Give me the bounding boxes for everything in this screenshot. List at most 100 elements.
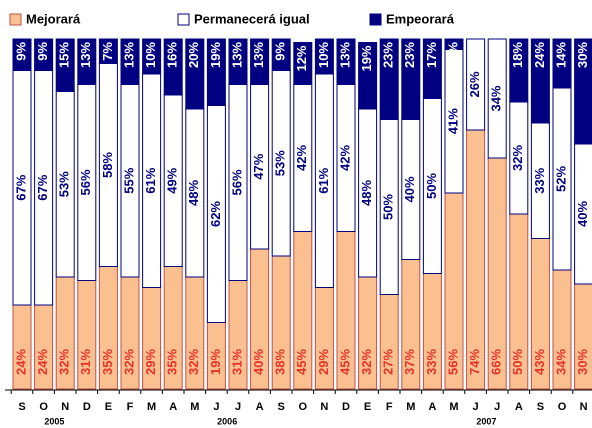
value-label: 48%: [186, 180, 201, 206]
x-tick-label: S: [278, 401, 285, 413]
x-tick-label: N: [320, 401, 328, 413]
x-tick-label: M: [449, 401, 458, 413]
value-label: 32%: [186, 349, 201, 375]
value-label: 17%: [424, 42, 439, 68]
x-tick-label: F: [127, 401, 134, 413]
value-label: 32%: [510, 145, 525, 171]
value-label: 15%: [57, 42, 72, 68]
bar-segment: [12, 304, 32, 390]
value-label: 18%: [510, 42, 525, 68]
value-label: 31%: [229, 349, 244, 375]
value-label: 55%: [121, 167, 136, 193]
value-label: 49%: [165, 167, 180, 193]
bar-segment: [509, 38, 529, 103]
x-tick-label: D: [83, 401, 91, 413]
value-label: 58%: [100, 152, 115, 178]
value-label: 19%: [208, 349, 223, 375]
x-tick-label: F: [386, 401, 393, 413]
value-label: 42%: [294, 145, 309, 171]
value-label: 48%: [359, 180, 374, 206]
bar-segment: [98, 38, 118, 64]
value-label: 13%: [229, 42, 244, 68]
value-label: 10%: [316, 42, 331, 68]
bar-segment: [163, 38, 183, 96]
bar-segment: [206, 38, 226, 106]
value-label: 67%: [35, 174, 50, 200]
x-tick-label: N: [580, 401, 588, 413]
value-label: 35%: [100, 349, 115, 375]
x-tick-label: J: [235, 401, 241, 413]
value-label: 32%: [57, 349, 72, 375]
value-label: 24%: [13, 349, 28, 375]
value-label: 62%: [208, 201, 223, 227]
value-label: 12%: [294, 45, 309, 71]
value-label: 13%: [78, 42, 93, 68]
bar-segment: [142, 38, 162, 75]
x-tick-label: A: [515, 401, 523, 413]
value-label: 33%: [532, 167, 547, 193]
value-label: 32%: [121, 349, 136, 375]
bar-segment: [574, 38, 592, 145]
x-tick-label: O: [39, 401, 48, 413]
x-tick-label: M: [190, 401, 199, 413]
value-label: 23%: [402, 42, 417, 68]
value-label: 37%: [402, 349, 417, 375]
bar-segment: [250, 38, 270, 85]
bar-segment: [444, 38, 464, 50]
bar-segment: [55, 38, 75, 92]
x-tick-label: E: [364, 401, 371, 413]
bar-segment: [336, 38, 356, 85]
value-label: 50%: [381, 194, 396, 220]
bar-segment: [530, 38, 550, 124]
bar-segment: [293, 42, 313, 85]
bar-segment: [401, 38, 421, 120]
value-label: 56%: [229, 169, 244, 195]
value-label: 13%: [251, 42, 266, 68]
value-label: 47%: [251, 153, 266, 179]
value-label: 24%: [532, 42, 547, 68]
value-label: 31%: [78, 349, 93, 375]
bar-segment: [487, 38, 507, 159]
x-tick-label: A: [256, 401, 264, 413]
bar-segment: [314, 38, 334, 75]
value-label: 50%: [510, 349, 525, 375]
value-label: 32%: [359, 349, 374, 375]
value-label: 16%: [165, 42, 180, 68]
value-label: 45%: [294, 349, 309, 375]
x-tick-label: E: [105, 401, 112, 413]
value-label: 9%: [273, 42, 288, 61]
bar-segment: [34, 38, 54, 71]
value-label: 61%: [143, 167, 158, 193]
x-tick-label: S: [537, 401, 544, 413]
value-label: 56%: [445, 349, 460, 375]
bar-segment: [422, 38, 442, 99]
value-label: 35%: [165, 349, 180, 375]
x-tick-label: J: [473, 401, 479, 413]
value-label: 40%: [251, 349, 266, 375]
x-tick-label: M: [147, 401, 156, 413]
bar-segment: [271, 38, 291, 71]
group-label: 2005: [44, 416, 64, 426]
bar-segment: [552, 38, 572, 89]
value-label: 23%: [381, 42, 396, 68]
bar-segment: [77, 38, 97, 85]
bar-segment: [120, 38, 140, 85]
value-label: 27%: [381, 349, 396, 375]
value-label: 40%: [402, 176, 417, 202]
value-label: 19%: [208, 42, 223, 68]
value-label: 53%: [57, 171, 72, 197]
value-label: 26%: [467, 71, 482, 97]
value-label: 10%: [143, 42, 158, 68]
value-label: 20%: [186, 42, 201, 68]
value-label: 13%: [337, 42, 352, 68]
value-label: 14%: [553, 42, 568, 68]
value-label: 53%: [273, 150, 288, 176]
value-label: 29%: [143, 349, 158, 375]
value-label: 30%: [575, 349, 590, 375]
bar-segment: [358, 42, 378, 110]
legend-label: Empeorará: [386, 11, 455, 26]
x-tick-label: A: [169, 401, 177, 413]
bar-segment: [466, 38, 486, 131]
value-label: 19%: [359, 45, 374, 71]
x-tick-label: D: [342, 401, 350, 413]
